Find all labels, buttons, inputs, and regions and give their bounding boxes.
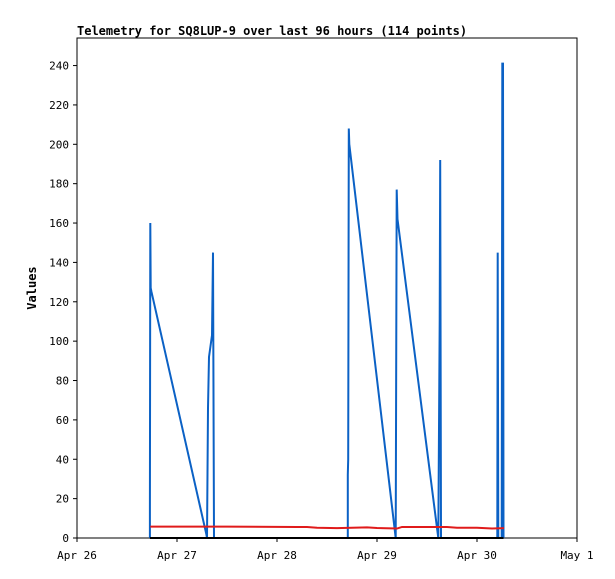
- x-ticks: Apr 26 Apr 27 Apr 28 Apr 29 Apr 30 May 1: [57, 538, 594, 562]
- y-tick-label: 100: [49, 335, 69, 348]
- y-tick: 80: [56, 375, 77, 388]
- x-tick: Apr 29: [357, 538, 397, 562]
- y-tick: 240: [49, 60, 77, 73]
- y-tick: 20: [56, 493, 77, 506]
- y-tick-label: 240: [49, 60, 69, 73]
- x-tick: Apr 27: [157, 538, 197, 562]
- y-tick-label: 220: [49, 99, 69, 112]
- y-tick-label: 160: [49, 217, 69, 230]
- y-tick: 0: [62, 532, 77, 545]
- x-tick: Apr 30: [457, 538, 497, 562]
- y-tick: 180: [49, 178, 77, 191]
- x-tick: May 1: [560, 538, 594, 562]
- red-series-line: [150, 525, 505, 530]
- x-tick-label: Apr 27: [157, 549, 197, 562]
- y-tick-label: 0: [62, 532, 69, 545]
- y-ticks: 0 20 40 60 80 100 120 140 160 180 200 220 240: [49, 60, 77, 545]
- y-tick: 60: [56, 414, 77, 427]
- y-tick-label: 120: [49, 296, 69, 309]
- x-tick-label: Apr 30: [457, 549, 497, 562]
- y-tick: 200: [49, 138, 77, 151]
- x-tick-label: Apr 29: [357, 549, 397, 562]
- y-tick: 120: [49, 296, 77, 309]
- y-tick-label: 140: [49, 256, 69, 269]
- y-axis-label: Values: [25, 266, 39, 309]
- y-tick-label: 60: [56, 414, 69, 427]
- y-tick: 100: [49, 335, 77, 348]
- y-tick: 220: [49, 99, 77, 112]
- x-tick: Apr 26: [57, 538, 97, 562]
- y-tick: 160: [49, 217, 77, 230]
- x-tick-label: Apr 26: [57, 549, 97, 562]
- series-layer: [148, 62, 505, 539]
- y-tick: 40: [56, 453, 77, 466]
- y-tick-label: 180: [49, 178, 69, 191]
- chart-title: Telemetry for SQ8LUP-9 over last 96 hour…: [77, 24, 467, 38]
- y-tick-label: 20: [56, 493, 69, 506]
- y-tick: 140: [49, 256, 77, 269]
- y-tick-label: 80: [56, 375, 69, 388]
- x-tick: Apr 28: [257, 538, 297, 562]
- x-tick-label: May 1: [560, 549, 593, 562]
- y-tick-label: 200: [49, 138, 69, 151]
- blue-series-line: [148, 62, 505, 539]
- x-tick-label: Apr 28: [257, 549, 297, 562]
- y-tick-label: 40: [56, 453, 69, 466]
